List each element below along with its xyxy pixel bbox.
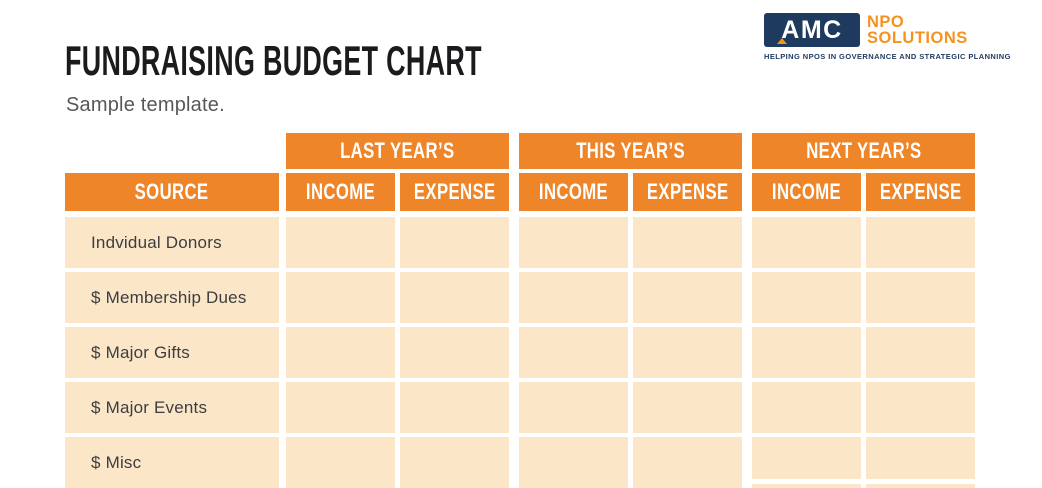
value-cell — [400, 272, 509, 323]
column-header-expense: EXPENSE — [866, 173, 975, 211]
value-cell — [286, 217, 395, 268]
value-cell — [866, 217, 975, 268]
value-cell — [866, 327, 975, 378]
logo-brand-line1: NPO — [867, 12, 905, 31]
brand-logo: AMC NPO SOLUTIONS HELPING NPOS IN GOVERN… — [764, 13, 1011, 61]
column-header-income: INCOME — [752, 173, 861, 211]
value-cell — [752, 327, 861, 378]
logo-triangle-icon — [777, 38, 787, 44]
row-label-cell: $ Major Events — [65, 382, 279, 433]
value-cell — [519, 382, 628, 433]
value-cell — [866, 382, 975, 433]
year-group-header-next: NEXT YEAR’S — [752, 133, 975, 169]
value-cell — [752, 272, 861, 323]
value-cell — [400, 327, 509, 378]
header: FUNDRAISING BUDGET CHART — [65, 40, 716, 82]
row-gap-artifact — [752, 479, 975, 484]
column-header-income: INCOME — [519, 173, 628, 211]
value-cell — [633, 382, 742, 433]
year-group-header-last: LAST YEAR’S — [286, 133, 509, 169]
logo-brand-line2: SOLUTIONS — [867, 29, 968, 47]
value-cell — [633, 272, 742, 323]
amc-logo-mark: AMC — [764, 13, 860, 47]
value-cell — [286, 327, 395, 378]
page-title: FUNDRAISING BUDGET CHART — [65, 37, 482, 84]
value-cell — [400, 437, 509, 488]
value-cell — [519, 437, 628, 488]
value-cell — [519, 217, 628, 268]
page-subtitle: Sample template. — [66, 94, 225, 116]
value-cell — [752, 217, 861, 268]
value-cell — [752, 382, 861, 433]
row-label-cell: $ Misc — [65, 437, 279, 488]
year-group-header-this: THIS YEAR’S — [519, 133, 742, 169]
value-cell — [866, 272, 975, 323]
logo-acronym: AMC — [781, 15, 843, 44]
value-cell — [519, 327, 628, 378]
value-cell — [286, 382, 395, 433]
value-cell — [633, 327, 742, 378]
value-cell — [400, 382, 509, 433]
value-cell — [633, 437, 742, 488]
logo-tagline: HELPING NPOS IN GOVERNANCE AND STRATEGIC… — [764, 52, 1011, 61]
value-cell — [286, 272, 395, 323]
column-header-expense: EXPENSE — [400, 173, 509, 211]
column-header-income: INCOME — [286, 173, 395, 211]
column-header-expense: EXPENSE — [633, 173, 742, 211]
value-cell — [633, 217, 742, 268]
row-label-cell: Indvidual Donors — [65, 217, 279, 268]
value-cell — [519, 272, 628, 323]
row-label-cell: $ Major Gifts — [65, 327, 279, 378]
budget-table: LAST YEAR’S THIS YEAR’S NEXT YEAR’S SOUR… — [65, 133, 975, 488]
value-cell — [286, 437, 395, 488]
column-header-source: SOURCE — [65, 173, 279, 211]
logo-row: AMC NPO SOLUTIONS — [764, 13, 979, 47]
row-label-cell: $ Membership Dues — [65, 272, 279, 323]
logo-brand-name: NPO SOLUTIONS — [867, 13, 968, 47]
value-cell — [400, 217, 509, 268]
